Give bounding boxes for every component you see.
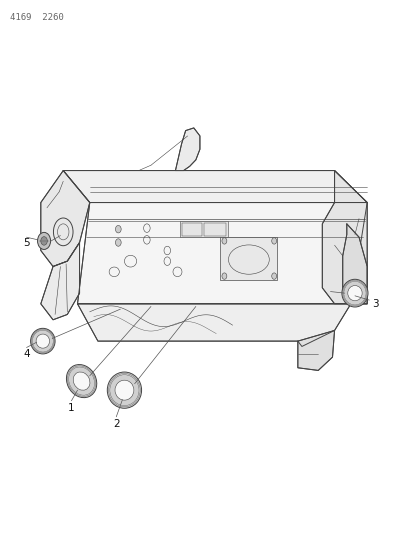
- Text: 2: 2: [113, 419, 120, 429]
- Ellipse shape: [107, 372, 142, 408]
- Ellipse shape: [348, 286, 362, 301]
- Ellipse shape: [73, 372, 90, 390]
- Ellipse shape: [67, 365, 97, 398]
- Text: 3: 3: [372, 299, 379, 309]
- Text: 4169  2260: 4169 2260: [10, 13, 64, 22]
- Polygon shape: [41, 171, 90, 266]
- Circle shape: [41, 237, 47, 245]
- Ellipse shape: [31, 328, 55, 354]
- Polygon shape: [63, 171, 367, 203]
- Text: 4: 4: [23, 350, 30, 359]
- Ellipse shape: [115, 380, 134, 400]
- Ellipse shape: [342, 279, 368, 307]
- Polygon shape: [175, 128, 200, 171]
- Circle shape: [272, 238, 277, 244]
- Circle shape: [272, 273, 277, 279]
- Polygon shape: [41, 243, 80, 320]
- Circle shape: [222, 238, 227, 244]
- Ellipse shape: [36, 334, 49, 348]
- Polygon shape: [180, 221, 228, 237]
- Circle shape: [115, 239, 121, 246]
- Circle shape: [222, 273, 227, 279]
- Polygon shape: [322, 171, 367, 304]
- Polygon shape: [78, 304, 351, 346]
- Circle shape: [115, 225, 121, 233]
- Circle shape: [38, 232, 51, 249]
- Text: 5: 5: [23, 238, 30, 247]
- Polygon shape: [298, 330, 335, 370]
- Polygon shape: [220, 237, 277, 280]
- Polygon shape: [343, 224, 367, 304]
- Text: 1: 1: [68, 403, 75, 413]
- Polygon shape: [78, 203, 367, 304]
